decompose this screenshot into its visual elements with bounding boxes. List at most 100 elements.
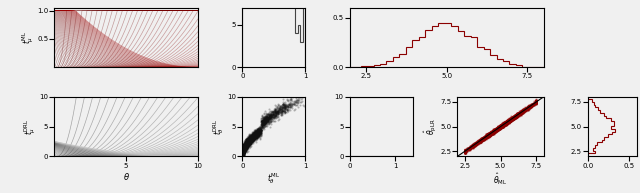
Point bbox=[499, 122, 509, 125]
Point bbox=[488, 132, 499, 135]
Point bbox=[465, 146, 475, 149]
Point bbox=[241, 140, 252, 143]
Point bbox=[239, 145, 250, 148]
Point bbox=[259, 120, 269, 123]
Point bbox=[470, 143, 480, 146]
Point bbox=[490, 129, 500, 132]
Point bbox=[267, 111, 277, 114]
Point bbox=[237, 155, 248, 158]
Point bbox=[514, 111, 524, 114]
Point bbox=[498, 124, 508, 127]
Point bbox=[241, 144, 251, 147]
Point bbox=[259, 119, 269, 122]
Point bbox=[520, 108, 531, 111]
Point bbox=[502, 120, 512, 123]
Point bbox=[237, 151, 248, 154]
Point bbox=[243, 141, 253, 144]
Point bbox=[238, 152, 248, 155]
Point bbox=[523, 107, 533, 110]
Point bbox=[531, 101, 541, 104]
Point bbox=[478, 137, 488, 141]
Point bbox=[259, 123, 269, 126]
Point bbox=[244, 141, 255, 144]
Point bbox=[237, 155, 248, 158]
Point bbox=[237, 152, 248, 155]
Point bbox=[237, 151, 248, 154]
Point bbox=[246, 134, 257, 137]
Point bbox=[505, 118, 515, 121]
Point bbox=[237, 150, 248, 153]
Point bbox=[237, 148, 248, 151]
Point bbox=[245, 141, 255, 145]
Point bbox=[508, 116, 518, 119]
Point bbox=[472, 142, 483, 145]
Point bbox=[245, 138, 255, 141]
Point bbox=[498, 122, 508, 125]
Point bbox=[250, 132, 260, 135]
Point bbox=[498, 123, 508, 126]
Point bbox=[250, 138, 260, 141]
Point bbox=[260, 119, 271, 122]
Point bbox=[480, 136, 490, 139]
Point bbox=[516, 112, 526, 115]
Point bbox=[512, 115, 522, 118]
Point bbox=[259, 120, 269, 124]
Point bbox=[493, 127, 503, 130]
Point bbox=[482, 134, 492, 137]
Point bbox=[474, 140, 484, 143]
Point bbox=[491, 129, 501, 132]
Point bbox=[500, 122, 511, 125]
Point bbox=[461, 150, 472, 153]
Point bbox=[243, 141, 253, 144]
Point bbox=[241, 140, 252, 143]
Point bbox=[257, 115, 267, 118]
Point bbox=[237, 149, 248, 152]
Point bbox=[249, 133, 259, 136]
Point bbox=[241, 143, 252, 146]
Point bbox=[492, 128, 502, 131]
Point bbox=[505, 116, 515, 119]
Point bbox=[504, 119, 514, 123]
Point bbox=[239, 145, 250, 148]
Point bbox=[474, 139, 484, 142]
Point bbox=[241, 145, 252, 148]
Point bbox=[238, 150, 248, 153]
Point bbox=[260, 122, 270, 125]
Point bbox=[257, 119, 267, 122]
Point bbox=[481, 135, 492, 138]
Point bbox=[483, 134, 493, 137]
Point bbox=[467, 146, 477, 149]
Point bbox=[505, 119, 515, 122]
Point bbox=[238, 149, 248, 152]
Point bbox=[516, 111, 527, 114]
Point bbox=[497, 125, 508, 128]
Point bbox=[495, 125, 505, 128]
Point bbox=[522, 106, 532, 109]
Point bbox=[237, 155, 248, 158]
Point bbox=[496, 125, 506, 128]
Point bbox=[266, 115, 276, 119]
Point bbox=[488, 130, 499, 133]
Point bbox=[248, 135, 258, 138]
Point bbox=[489, 130, 499, 133]
Point bbox=[499, 124, 509, 127]
Point bbox=[494, 126, 504, 129]
Point bbox=[238, 147, 248, 150]
Point bbox=[497, 124, 508, 127]
Point bbox=[494, 124, 504, 127]
Point bbox=[237, 147, 248, 150]
Point bbox=[486, 130, 496, 133]
Point bbox=[484, 134, 494, 137]
Point bbox=[518, 110, 528, 113]
Point bbox=[497, 124, 508, 127]
Point bbox=[505, 118, 515, 121]
Point bbox=[500, 121, 511, 124]
Point bbox=[240, 146, 250, 150]
Point bbox=[504, 118, 515, 121]
Point bbox=[472, 142, 482, 145]
Point bbox=[268, 113, 278, 117]
Point bbox=[460, 149, 470, 152]
Point bbox=[513, 112, 523, 115]
Point bbox=[478, 137, 488, 140]
Point bbox=[515, 112, 525, 115]
